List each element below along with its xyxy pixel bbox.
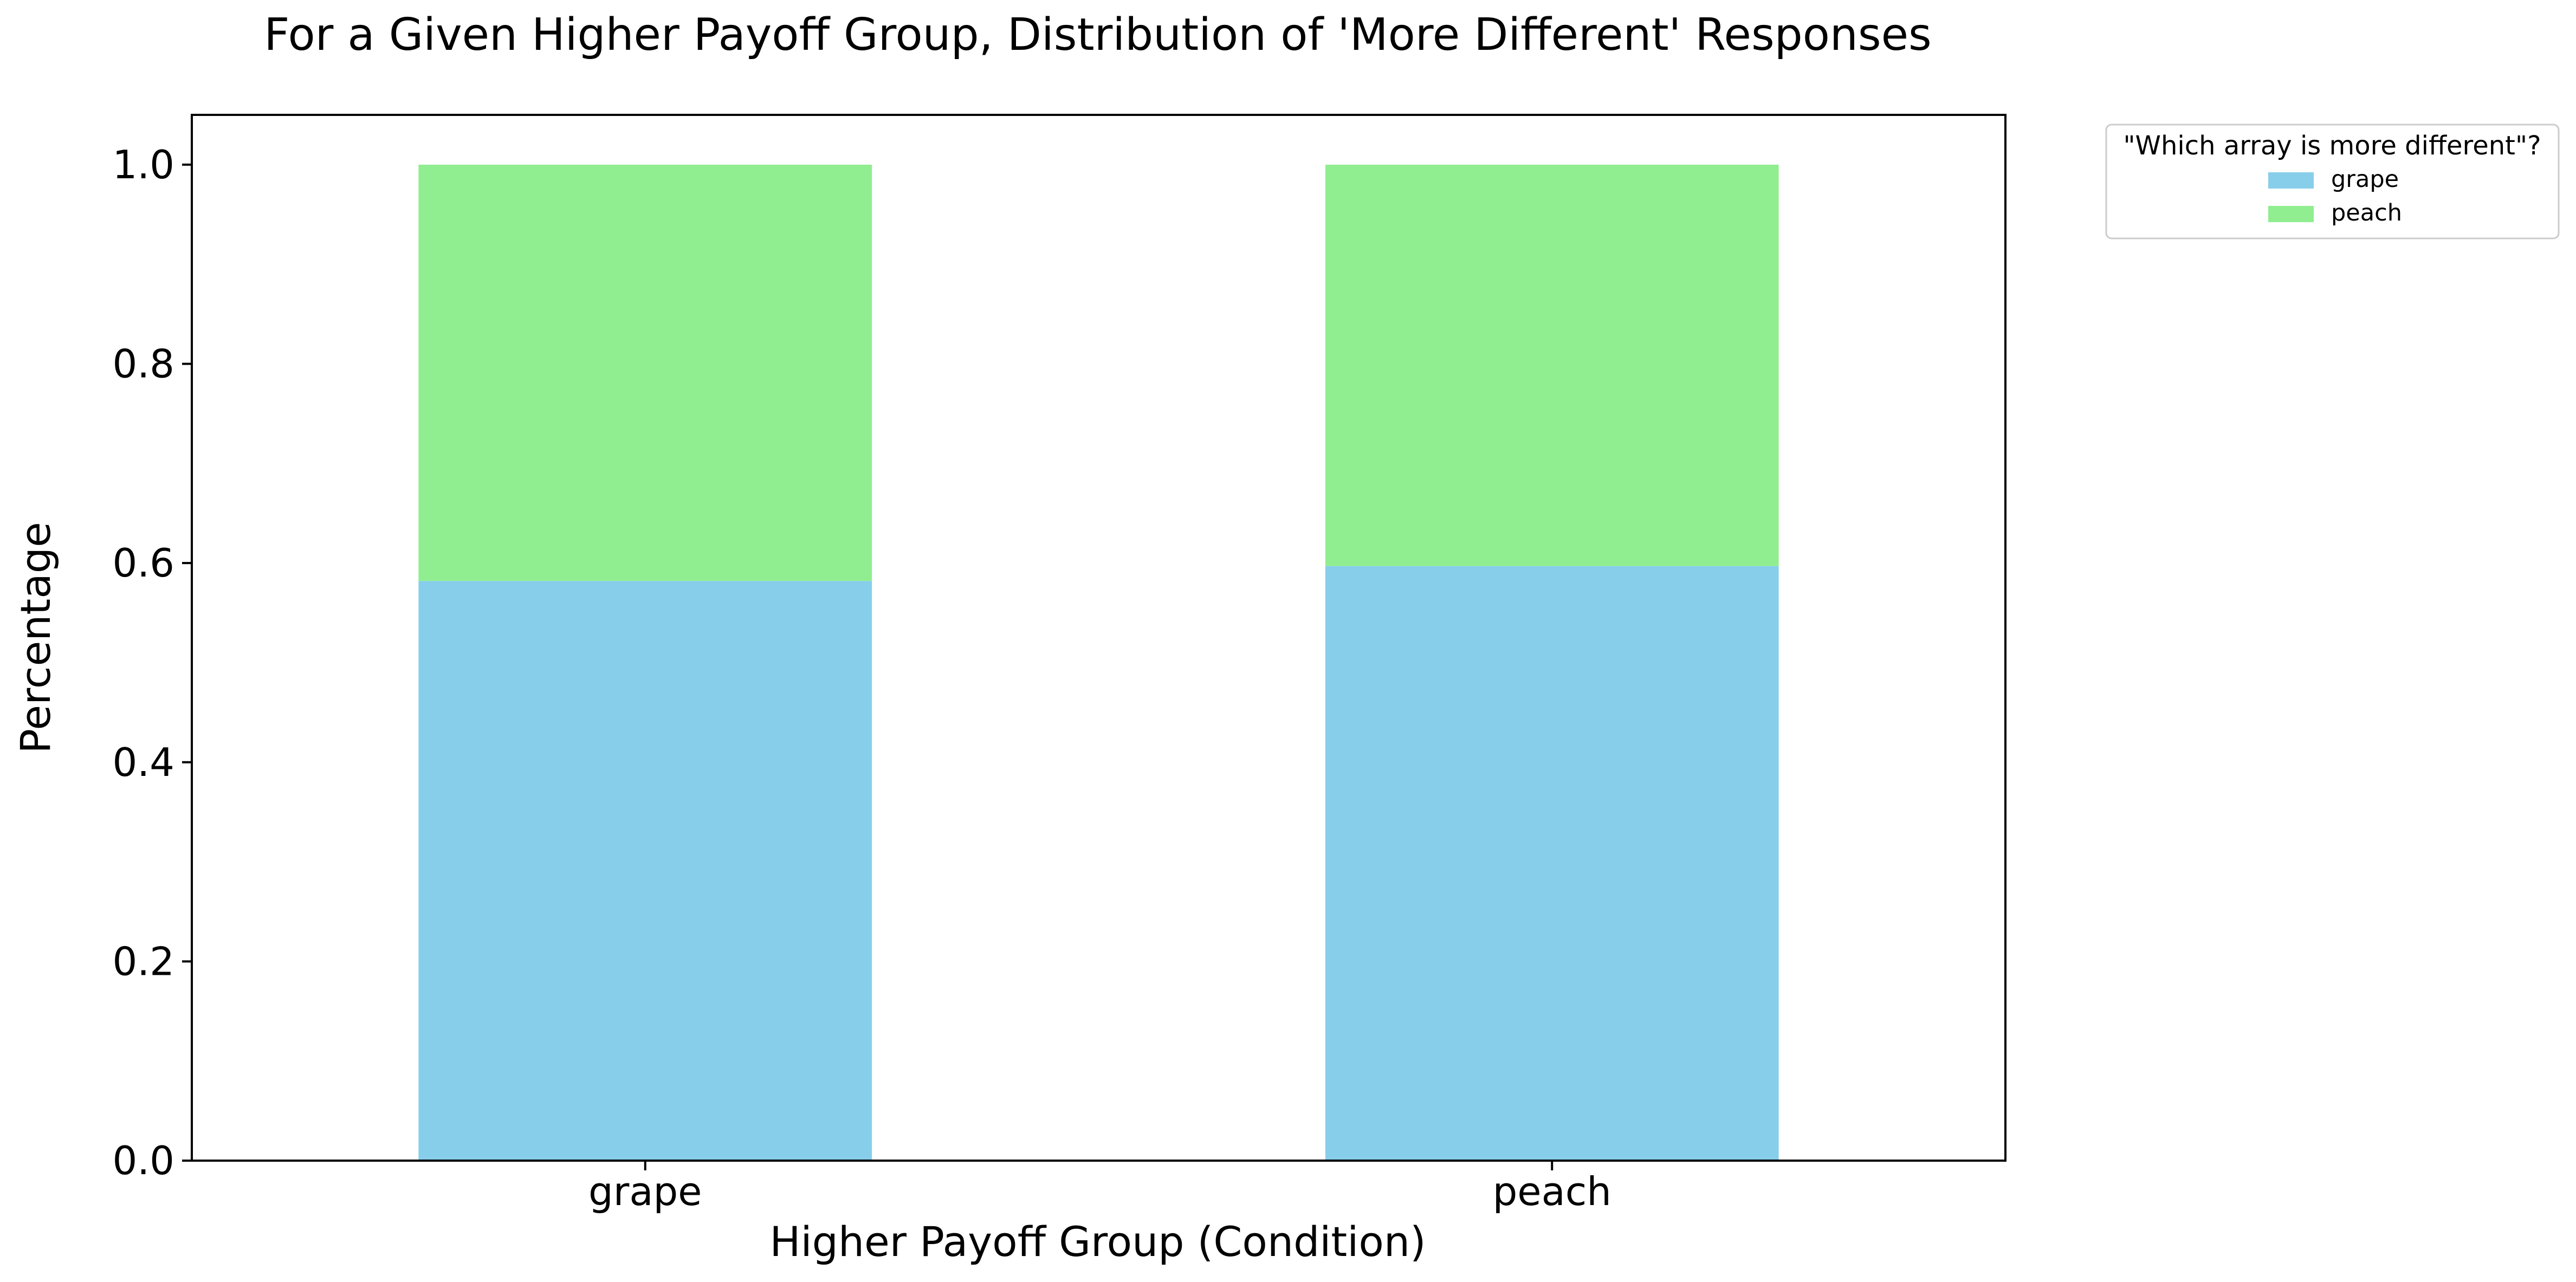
legend: "Which array is more different"? grape pe… bbox=[2105, 124, 2560, 239]
bar-peach-peach bbox=[1325, 164, 1779, 566]
y-axis-label: Percentage bbox=[11, 522, 60, 754]
chart-title: For a Given Higher Payoff Group, Distrib… bbox=[264, 9, 1932, 61]
x-axis-label: Higher Payoff Group (Condition) bbox=[769, 1218, 1426, 1266]
legend-swatch-peach bbox=[2268, 206, 2314, 222]
x-tick-label-peach: peach bbox=[1493, 1169, 1611, 1214]
legend-label-peach: peach bbox=[2331, 199, 2402, 226]
y-axis: 0.0 0.2 0.4 0.6 0.8 1.0 bbox=[112, 142, 192, 1183]
x-tick-label-grape: grape bbox=[588, 1169, 702, 1214]
bars-layer bbox=[418, 164, 1779, 1161]
bar-grape-grape bbox=[418, 581, 872, 1161]
legend-swatch-grape bbox=[2268, 172, 2314, 189]
legend-title: "Which array is more different"? bbox=[2123, 131, 2541, 161]
y-tick-label: 0.0 bbox=[112, 1138, 174, 1183]
y-tick-label: 1.0 bbox=[112, 142, 174, 187]
bar-grape-peach bbox=[418, 164, 872, 581]
x-axis: grape peach bbox=[588, 1161, 1611, 1214]
y-tick-label: 0.8 bbox=[112, 341, 174, 387]
legend-label-grape: grape bbox=[2331, 166, 2399, 193]
legend-items: grape peach bbox=[2268, 166, 2402, 226]
y-tick-label: 0.6 bbox=[112, 540, 174, 586]
legend-frame bbox=[2105, 124, 2560, 239]
y-tick-label: 0.4 bbox=[112, 740, 174, 785]
plot-frame bbox=[191, 114, 2007, 1162]
bar-peach-grape bbox=[1325, 566, 1779, 1161]
y-tick-label: 0.2 bbox=[112, 938, 174, 984]
